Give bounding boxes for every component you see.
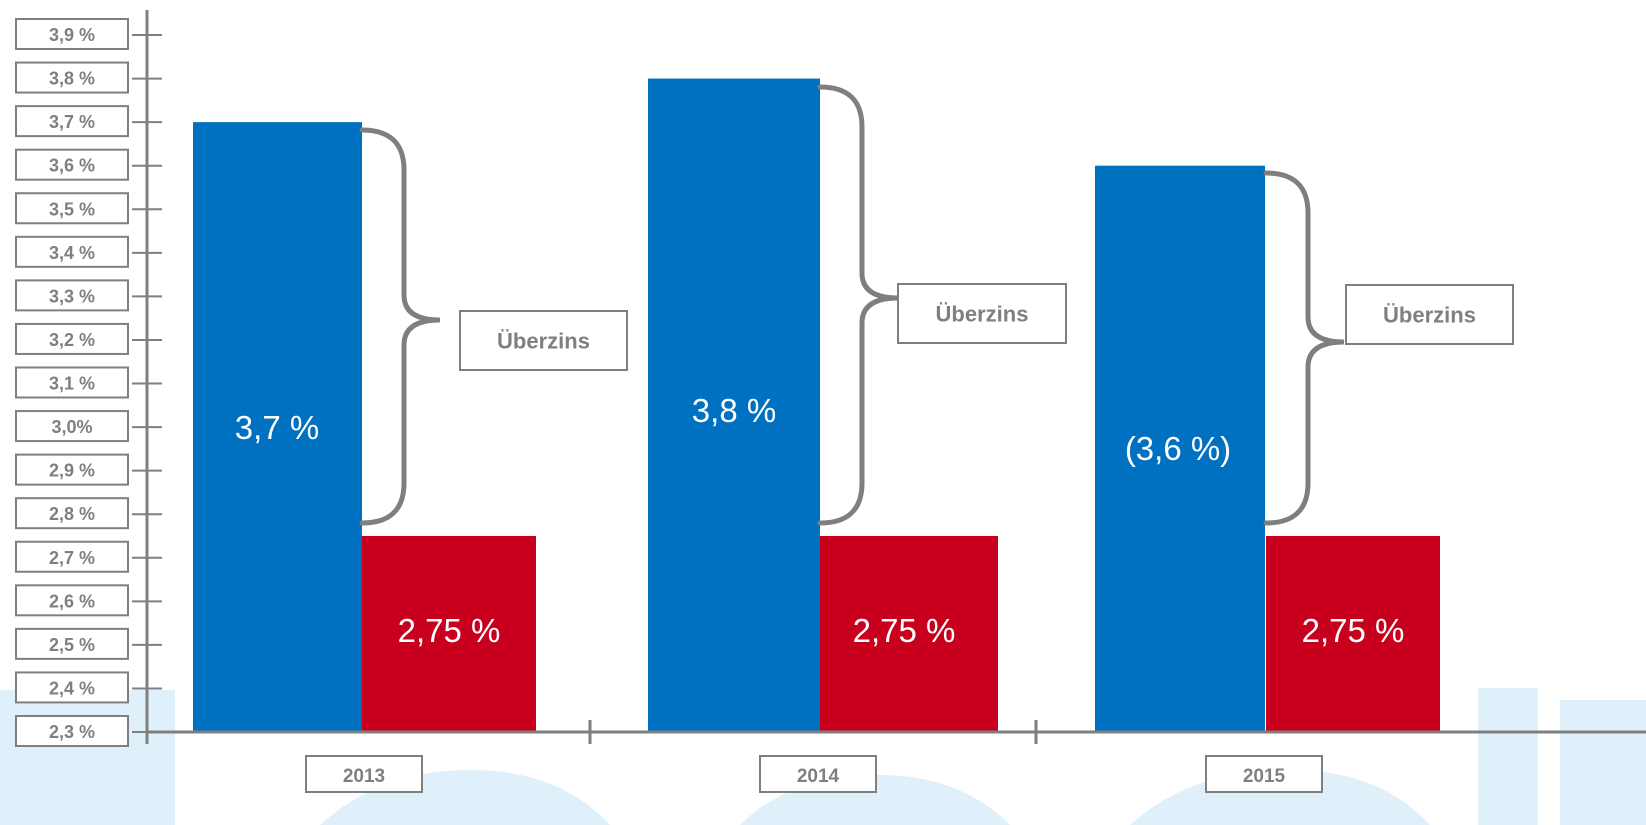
y-tick-label: 3,6 %	[49, 156, 95, 176]
watermark-shape	[0, 690, 175, 825]
callout-label: Überzins	[497, 329, 590, 354]
bar-blue	[648, 78, 820, 732]
x-tick-label: 2013	[343, 766, 385, 787]
y-tick-label: 2,5 %	[49, 635, 95, 655]
y-tick-box	[15, 322, 129, 355]
callout-box	[897, 283, 1067, 344]
y-tick-label: 2,8 %	[49, 504, 95, 524]
y-tick-label: 2,9 %	[49, 461, 95, 481]
y-tick-label: 2,3 %	[49, 722, 95, 742]
y-tick-label: 3,4 %	[49, 243, 95, 263]
y-tick-box	[15, 192, 129, 225]
y-tick-box	[15, 453, 129, 486]
y-tick-box	[15, 540, 129, 573]
y-tick-label: 3,9 %	[49, 25, 95, 45]
y-tick-box	[15, 148, 129, 181]
y-tick-label: 3,0%	[51, 417, 92, 437]
y-tick-box	[15, 584, 129, 617]
y-tick-box	[15, 235, 129, 268]
x-axis-labels: 2013 2014 2015	[305, 755, 1323, 793]
bar-red	[820, 535, 998, 732]
bars: 3,7 % 2,75 % 3,8 % 2,75 % (3,6 %) 2,75 %	[193, 78, 1440, 732]
y-tick-label: 2,4 %	[49, 678, 95, 698]
bar-value-label: 3,8 %	[692, 392, 776, 429]
y-tick-box	[15, 671, 129, 704]
brace	[1263, 170, 1345, 526]
bar-value-label: 2,75 %	[1302, 612, 1405, 649]
bar-value-label: (3,6 %)	[1125, 430, 1231, 467]
y-tick-box	[15, 497, 129, 530]
x-label-box	[305, 755, 423, 793]
watermark-shape	[1560, 700, 1646, 825]
bar-blue	[1095, 165, 1265, 732]
y-tick-label: 3,3 %	[49, 286, 95, 306]
callout-box	[1345, 284, 1514, 345]
y-tick-label: 3,2 %	[49, 330, 95, 350]
watermark-shape	[1478, 688, 1538, 825]
brace	[817, 84, 899, 526]
y-tick-label: 3,5 %	[49, 199, 95, 219]
y-tick-label: 3,1 %	[49, 374, 95, 394]
surplus-braces: Überzins Überzins Überzins	[359, 84, 1514, 526]
x-label-box	[1205, 755, 1323, 793]
y-tick-box	[15, 61, 129, 94]
bar-red	[1266, 535, 1440, 732]
y-tick-label: 3,7 %	[49, 112, 95, 132]
bar-blue	[193, 122, 362, 732]
callout-label: Überzins	[936, 302, 1029, 327]
y-tick-box	[15, 410, 129, 443]
x-label-box	[759, 755, 877, 793]
callout-label: Überzins	[1383, 303, 1476, 328]
axes	[145, 10, 1646, 744]
brace	[359, 127, 441, 526]
y-tick-box	[15, 627, 129, 660]
bar-value-label: 3,7 %	[235, 409, 319, 446]
y-tick-label: 3,8 %	[49, 69, 95, 89]
bar-red	[362, 535, 536, 732]
y-tick-label: 2,7 %	[49, 548, 95, 568]
y-tick-box	[15, 105, 129, 138]
bar-value-label: 2,75 %	[398, 612, 501, 649]
x-tick-label: 2014	[797, 766, 840, 787]
bar-value-label: 2,75 %	[853, 612, 956, 649]
callout-box	[459, 310, 628, 371]
y-tick-box	[15, 715, 129, 747]
y-axis-ticks: 3,9 % 3,8 % 3,7 % 3,6 % 3,5 % 3,4 % 3,3 % 3,2 %…	[15, 18, 162, 747]
y-tick-box	[15, 366, 129, 399]
x-tick-label: 2015	[1243, 766, 1286, 787]
y-tick-box	[15, 18, 129, 50]
y-tick-label: 2,6 %	[49, 591, 95, 611]
y-tick-box	[15, 279, 129, 312]
